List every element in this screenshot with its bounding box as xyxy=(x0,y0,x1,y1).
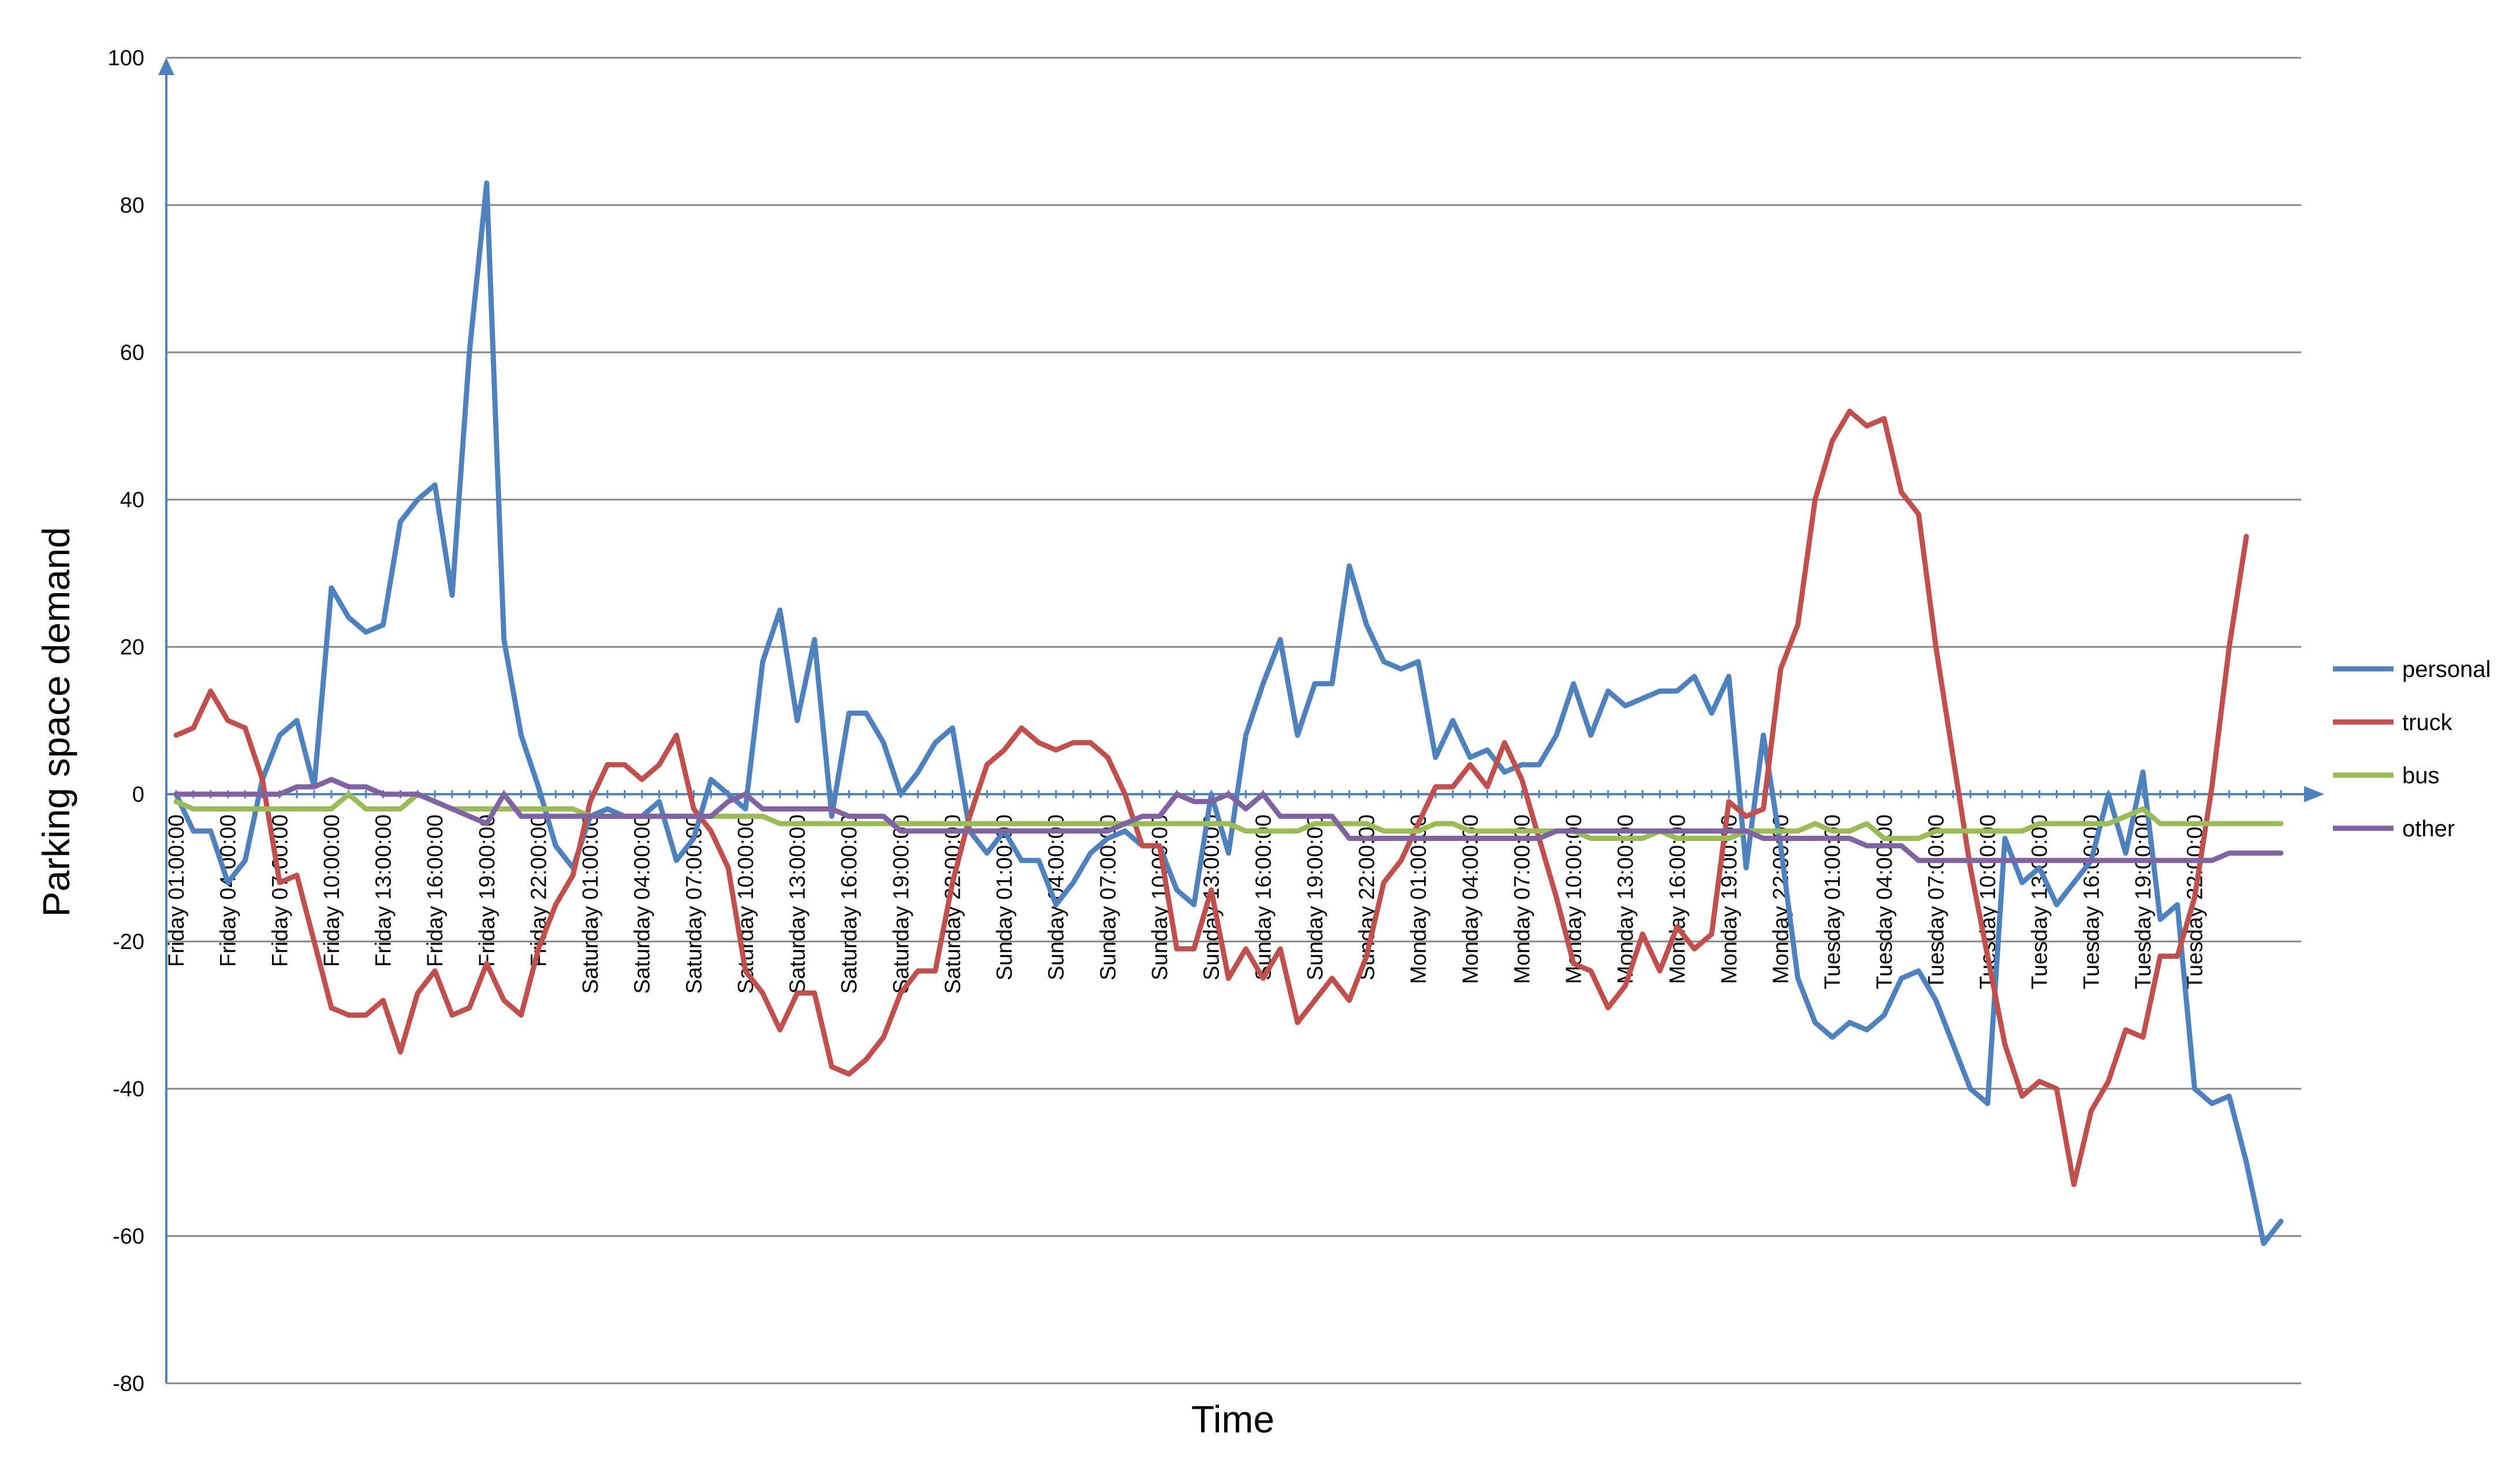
x-tick-label: Monday 16:00:00 xyxy=(1665,814,1690,984)
legend-label-other: other xyxy=(2402,816,2455,842)
x-tick-label: Friday 04:00:00 xyxy=(217,814,241,967)
x-tick-label: Saturday 16:00:00 xyxy=(837,814,862,994)
series-line-truck xyxy=(173,408,2249,1188)
y-tick-label: -40 xyxy=(113,1077,144,1101)
axes xyxy=(158,58,2324,1383)
y-tick-label: 60 xyxy=(120,341,144,365)
gridlines xyxy=(166,57,2301,1384)
series-line-other xyxy=(173,777,2284,864)
x-tick-label: Tuesday 01:00:00 xyxy=(1821,814,1845,989)
x-tick-label: Saturday 04:00:00 xyxy=(631,814,655,994)
x-tick-label: Friday 10:00:00 xyxy=(320,814,344,967)
x-tick-label: Sunday 04:00:00 xyxy=(1045,814,1069,980)
y-tick-label: -60 xyxy=(113,1224,144,1249)
x-tick-label: Saturday 13:00:00 xyxy=(786,814,810,994)
x-tick-label: Tuesday 13:00:00 xyxy=(2028,814,2052,989)
x-tick-label: Monday 07:00:00 xyxy=(1510,814,1534,984)
x-tick-label: Saturday 19:00:00 xyxy=(889,814,914,994)
y-axis-title: Parking space demand xyxy=(35,527,77,917)
series-line-bus xyxy=(173,791,2284,841)
x-tick-label: Monday 04:00:00 xyxy=(1459,814,1483,984)
y-tick-label: -80 xyxy=(113,1372,144,1396)
x-tick-label: Sunday 19:00:00 xyxy=(1303,814,1328,980)
x-tick-label: Friday 13:00:00 xyxy=(372,814,396,967)
y-tick-label: -20 xyxy=(113,930,144,954)
y-tick-label: 20 xyxy=(120,635,144,660)
y-axis-arrow xyxy=(158,58,174,75)
x-tick-label: Sunday 16:00:00 xyxy=(1251,814,1276,980)
legend: personal truck bus other xyxy=(2333,657,2491,842)
x-tick-label: Friday 01:00:00 xyxy=(165,814,189,967)
series-line-personal xyxy=(173,180,2284,1246)
y-tick-label: 80 xyxy=(120,193,144,218)
legend-label-bus: bus xyxy=(2402,763,2440,788)
legend-label-truck: truck xyxy=(2402,710,2453,735)
x-tick-label: Tuesday 16:00:00 xyxy=(2079,814,2104,989)
y-tick-label: 100 xyxy=(108,46,144,70)
x-tick-label: Tuesday 07:00:00 xyxy=(1925,814,1949,989)
legend-label-personal: personal xyxy=(2402,657,2491,682)
x-tick-label: Friday 16:00:00 xyxy=(423,814,448,967)
x-axis-arrow xyxy=(2304,786,2324,802)
x-tick-labels: Friday 01:00:00 Friday 04:00:00 Friday 07:… xyxy=(165,814,2208,994)
y-tick-label: 40 xyxy=(120,488,144,512)
y-tick-labels: -80 -60 -40 -20 0 20 40 60 80 100 xyxy=(108,46,144,1396)
series-lines xyxy=(173,180,2284,1246)
x-axis-title: Time xyxy=(1191,1398,1274,1441)
x-tick-label: Friday 19:00:00 xyxy=(475,814,499,967)
y-tick-label: 0 xyxy=(132,783,144,807)
